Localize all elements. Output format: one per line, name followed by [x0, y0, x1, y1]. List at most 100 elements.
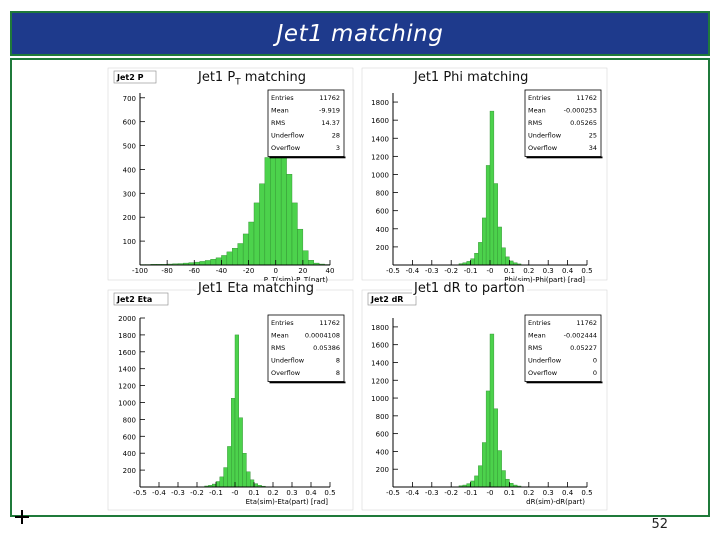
y-tick-label: 1200 — [118, 383, 136, 391]
histogram-bar — [246, 471, 251, 488]
y-tick-label: 800 — [123, 416, 136, 424]
x-axis-label: P_T(sim)-P_T(part) — [264, 276, 328, 284]
y-tick-label: 100 — [123, 238, 136, 246]
stats-value: 0.0004108 — [305, 332, 340, 340]
panel-title-phi: Jet1 Phi matching — [412, 70, 531, 85]
stats-label: RMS — [271, 344, 285, 352]
x-axis-label: Phi(sim)-Phi(part) [rad] — [504, 276, 585, 284]
histogram-bar — [249, 479, 255, 488]
y-tick-label: 1000 — [118, 400, 136, 408]
slide-title-bar: Jet1 matching — [10, 11, 710, 56]
histogram-bar — [489, 333, 495, 488]
x-tick-label: 0.5 — [581, 489, 592, 497]
y-tick-label: 200 — [123, 467, 136, 475]
histogram-bar — [215, 481, 220, 488]
x-tick-label: -0.1 — [464, 267, 478, 275]
y-tick-label: 600 — [123, 433, 136, 441]
histogram-bar — [242, 453, 247, 488]
y-tick-label: 600 — [376, 431, 389, 439]
stats-label: Entries — [271, 319, 294, 327]
x-tick-label: 0.5 — [324, 489, 335, 497]
stats-label: Overflow — [528, 144, 558, 152]
y-tick-label: 1800 — [118, 332, 136, 340]
histogram-bar — [482, 217, 487, 266]
histogram-bar — [286, 174, 293, 266]
stats-box-shadow — [269, 381, 346, 384]
x-tick-label: -0.4 — [406, 267, 420, 275]
stats-box-shadow — [269, 156, 346, 159]
histogram-bar — [264, 157, 271, 266]
x-tick-label: 0.2 — [523, 489, 534, 497]
x-tick-label: -0.2 — [444, 267, 458, 275]
histogram-bar — [253, 483, 258, 488]
histogram-bar — [489, 110, 495, 266]
x-tick-label: 0.4 — [562, 489, 574, 497]
x-tick-label: 0.3 — [543, 489, 554, 497]
histogram-bar — [232, 248, 238, 266]
y-tick-label: 200 — [123, 214, 136, 222]
hist-name-box — [113, 292, 169, 306]
histogram-bar — [501, 470, 506, 488]
histogram-bar — [223, 467, 228, 488]
x-tick-label: 0.2 — [523, 267, 534, 275]
histogram-bar — [219, 476, 224, 488]
x-axis-label: Eta(sim)-Eta(part) [rad] — [246, 498, 329, 506]
y-tick-label: 200 — [376, 466, 389, 474]
x-tick-label: -0.5 — [133, 489, 147, 497]
stats-label: Mean — [528, 107, 546, 115]
y-tick-label: 1000 — [371, 395, 389, 403]
stats-label: Overflow — [271, 144, 301, 152]
histogram-bar — [466, 483, 471, 488]
histogram-bar — [308, 260, 314, 266]
stats-label: Underflow — [528, 132, 562, 140]
stats-value: -0.000253 — [564, 107, 597, 115]
stats-value: 11762 — [319, 319, 340, 327]
x-axis-label: dR(sim)-dR(part) — [526, 498, 585, 506]
stats-box — [267, 89, 345, 157]
stats-value: 11762 — [576, 319, 597, 327]
histogram-bar — [302, 250, 309, 266]
stats-box — [267, 314, 345, 382]
x-tick-label: -80 — [161, 267, 172, 275]
y-tick-label: 400 — [123, 450, 136, 458]
histogram-bar — [509, 260, 514, 266]
y-tick-label: 1800 — [371, 99, 389, 107]
stats-value: 0.05227 — [570, 344, 597, 352]
stats-value: 0.05265 — [570, 119, 597, 127]
histogram-bar — [482, 442, 487, 488]
histogram-bar — [485, 390, 491, 488]
x-tick-label: -0.3 — [171, 489, 185, 497]
x-tick-label: 0 — [273, 267, 277, 275]
x-tick-label: -0.3 — [425, 267, 439, 275]
x-tick-label: -60 — [189, 267, 200, 275]
x-tick-label: -0.4 — [152, 489, 166, 497]
stats-value: 0 — [593, 369, 597, 377]
histogram-bar — [253, 202, 260, 266]
x-tick-label: -0 — [232, 489, 239, 497]
y-tick-label: 1800 — [371, 324, 389, 332]
stats-label: Underflow — [271, 132, 305, 140]
histogram-bar — [248, 221, 255, 266]
page-number: 52 — [651, 517, 668, 532]
histogram-bar — [238, 417, 243, 488]
histogram-bar — [474, 253, 479, 266]
histogram-panel-0: 100 200 300 400 500 600 700 -100 -80 -60 -40 -20 0 20… — [107, 67, 354, 284]
y-tick-label: 600 — [376, 208, 389, 216]
y-tick-label: 1600 — [118, 349, 136, 357]
histogram-bar — [242, 233, 249, 266]
x-tick-label: 0.1 — [248, 489, 259, 497]
stats-box — [524, 314, 602, 382]
stats-value: 25 — [589, 132, 597, 140]
histogram-panel-2: 200 400 600 800 1000 1200 1400 1600 1800 2000 -0.5… — [107, 289, 354, 511]
stats-value: 34 — [589, 144, 597, 152]
stats-value: -9.919 — [319, 107, 340, 115]
x-tick-label: -0.1 — [209, 489, 223, 497]
histogram-bar — [291, 202, 298, 266]
corner-cross-mark — [15, 510, 29, 524]
histogram-bar — [505, 256, 510, 266]
stats-label: Mean — [528, 332, 546, 340]
stats-label: Entries — [528, 319, 551, 327]
y-tick-label: 700 — [123, 95, 136, 103]
stats-value: 11762 — [576, 94, 597, 102]
y-tick-label: 1200 — [371, 377, 389, 385]
